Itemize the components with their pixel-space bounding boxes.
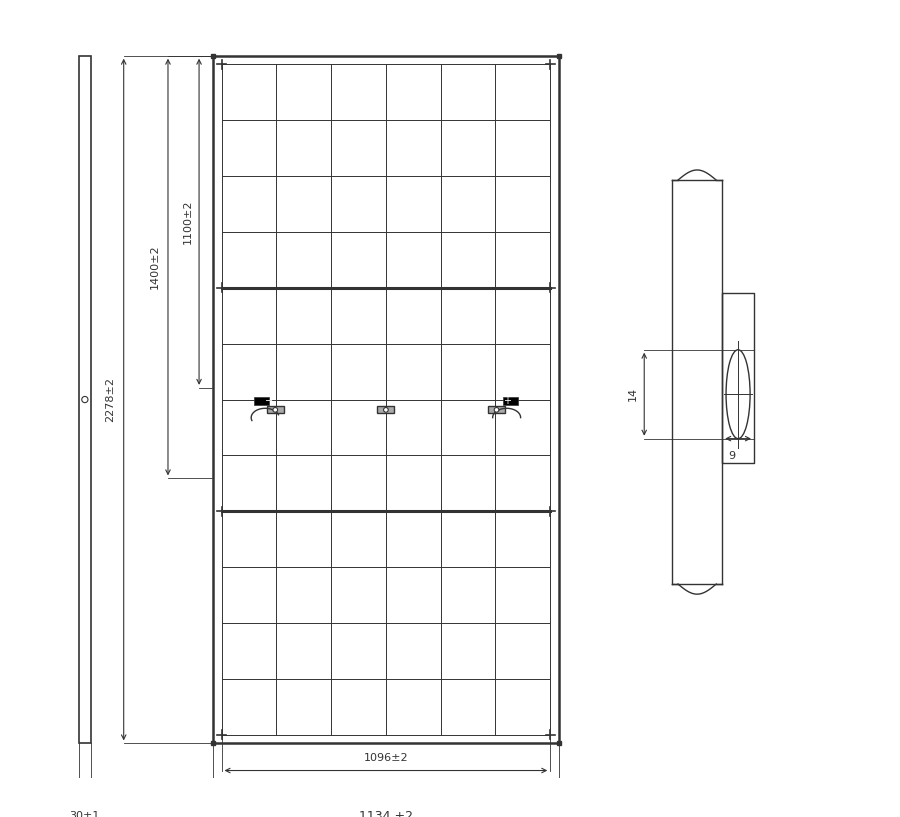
Text: +: + xyxy=(503,396,511,406)
Text: 1400±2: 1400±2 xyxy=(149,245,160,289)
Text: 14: 14 xyxy=(627,387,637,401)
Bar xyxy=(78,56,91,743)
Text: 1100±2: 1100±2 xyxy=(183,199,193,244)
Circle shape xyxy=(494,408,499,413)
Bar xyxy=(503,397,518,404)
Text: 9: 9 xyxy=(728,451,735,461)
Circle shape xyxy=(383,408,388,413)
Text: 2278±2: 2278±2 xyxy=(104,377,114,422)
Ellipse shape xyxy=(726,350,750,439)
Text: −: − xyxy=(265,396,273,406)
Bar xyxy=(213,56,559,743)
Bar xyxy=(254,397,269,404)
Bar xyxy=(488,406,505,413)
Text: 1096±2: 1096±2 xyxy=(364,753,409,763)
Circle shape xyxy=(82,396,88,403)
Text: 30±1: 30±1 xyxy=(69,811,100,817)
Circle shape xyxy=(273,408,277,413)
Bar xyxy=(377,406,394,413)
Text: 1134 ±2: 1134 ±2 xyxy=(359,810,413,817)
Bar xyxy=(266,406,284,413)
Bar xyxy=(221,65,550,734)
